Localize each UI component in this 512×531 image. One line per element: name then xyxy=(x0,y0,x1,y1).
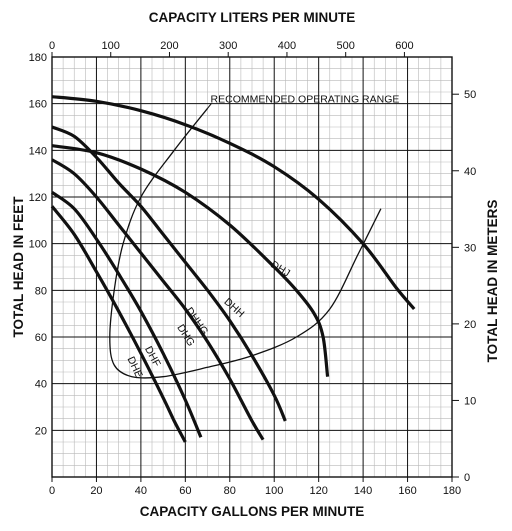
operating-range-curve xyxy=(109,107,382,379)
pump-curve-dhh xyxy=(51,144,330,377)
y2-tick-label: 50 xyxy=(464,89,476,101)
right-axis-title: TOTAL HEAD IN METERS xyxy=(485,200,500,363)
x-tick-label: 100 xyxy=(265,485,283,497)
y-tick-label: 20 xyxy=(35,425,47,437)
y-tick-label: 120 xyxy=(29,192,47,204)
x2-tick-label: 500 xyxy=(337,40,355,52)
top-axis-title: CAPACITY LITERS PER MINUTE xyxy=(149,10,356,25)
y-tick-label: 180 xyxy=(29,52,47,64)
y-tick-label: 80 xyxy=(35,285,47,297)
x2-tick-label: 400 xyxy=(278,40,296,52)
operating-range-label: RECOMMENDED OPERATING RANGE xyxy=(211,93,400,105)
pump-curve-dhhg xyxy=(51,125,287,422)
y2-tick-label: 30 xyxy=(464,242,476,254)
x-tick-label: 0 xyxy=(49,485,55,497)
x2-tick-label: 200 xyxy=(160,40,178,52)
x-tick-label: 120 xyxy=(309,485,327,497)
y2-tick-label: 40 xyxy=(464,166,476,178)
pump-curve-dhg xyxy=(51,158,265,441)
x-tick-label: 60 xyxy=(179,485,191,497)
pump-curve-dhf xyxy=(51,190,203,438)
x-tick-label: 180 xyxy=(443,485,461,497)
x2-tick-label: 0 xyxy=(49,40,55,52)
x-tick-label: 80 xyxy=(224,485,236,497)
y2-tick-label: 10 xyxy=(464,395,476,407)
left-axis-title: TOTAL HEAD IN FEET xyxy=(11,196,26,338)
pump-curve-dhe xyxy=(50,205,187,443)
y2-tick-label: 20 xyxy=(464,319,476,331)
pump-curve-dhj xyxy=(51,95,416,311)
axis-layer: 0 20 40 60 80 100 120 140 160 1802040608010012014… xyxy=(29,40,477,497)
y-tick-label: 60 xyxy=(35,332,47,344)
x2-tick-label: 600 xyxy=(395,40,413,52)
y-tick-label: 160 xyxy=(29,99,47,111)
y-tick-label: 100 xyxy=(29,239,47,251)
y-tick-label: 40 xyxy=(35,379,47,391)
x-tick-label: 140 xyxy=(354,485,372,497)
y-tick-label: 140 xyxy=(29,145,47,157)
x2-tick-label: 100 xyxy=(102,40,120,52)
x-tick-label: 160 xyxy=(398,485,416,497)
plot-frame xyxy=(51,56,453,478)
y2-tick-label: 0 xyxy=(464,472,470,484)
x-tick-label: 40 xyxy=(135,485,147,497)
operating-range-leader xyxy=(207,102,212,109)
x2-tick-label: 300 xyxy=(219,40,237,52)
grid-layer xyxy=(52,57,452,477)
curve-label-dhj: DHJ xyxy=(268,259,292,280)
bottom-axis-title: CAPACITY GALLONS PER MINUTE xyxy=(140,504,365,519)
x-tick-label: 20 xyxy=(90,485,102,497)
operating-range-layer xyxy=(109,102,382,379)
